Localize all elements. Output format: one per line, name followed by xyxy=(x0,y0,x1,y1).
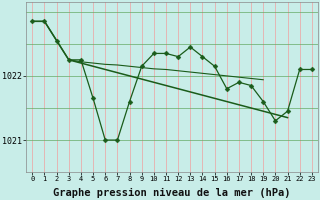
X-axis label: Graphe pression niveau de la mer (hPa): Graphe pression niveau de la mer (hPa) xyxy=(53,188,291,198)
